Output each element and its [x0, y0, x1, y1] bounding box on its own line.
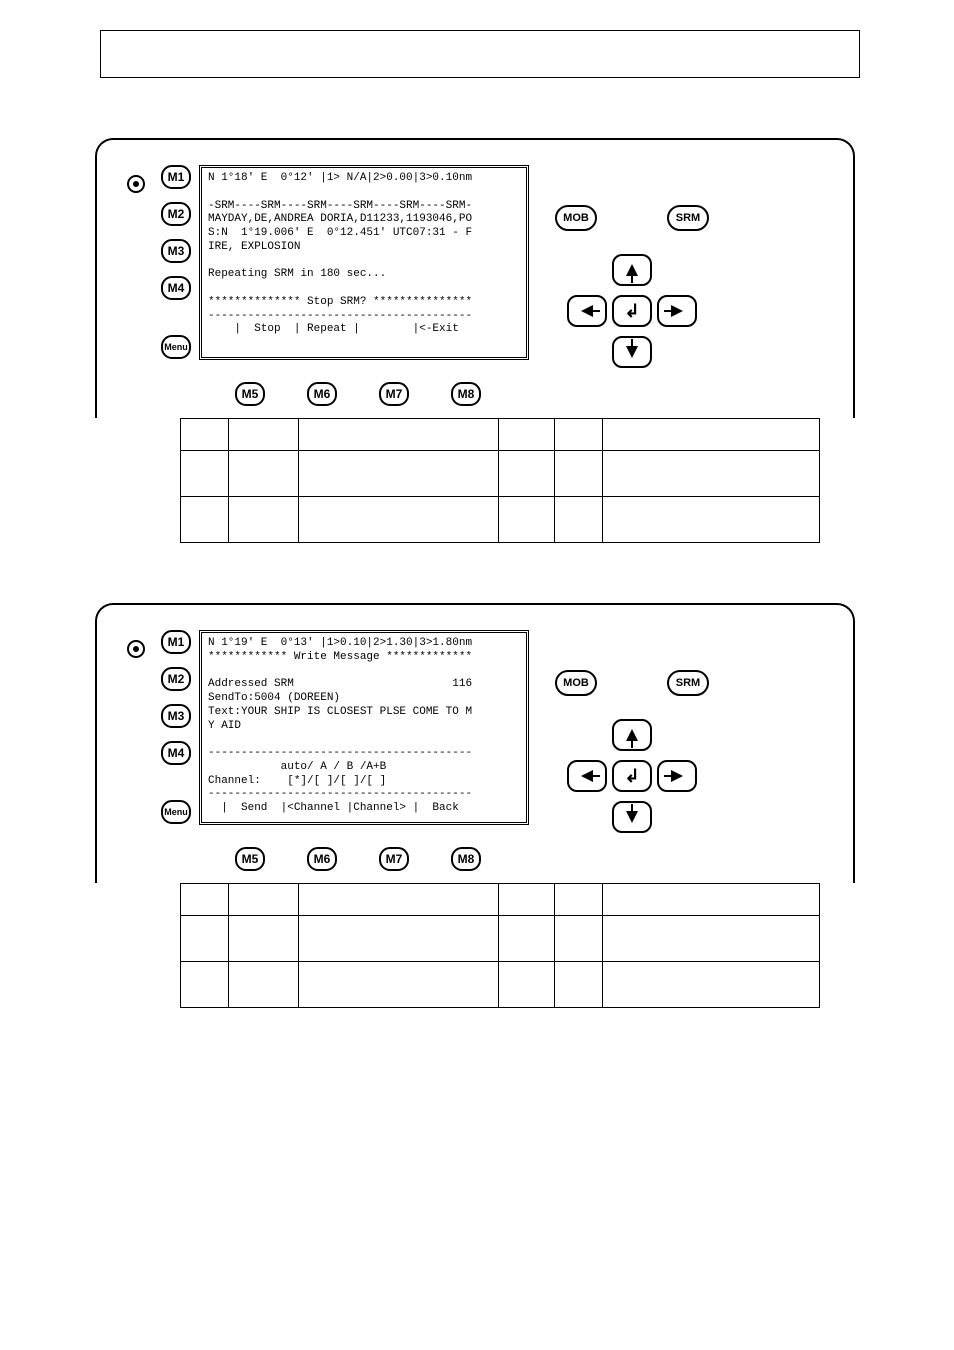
table-row — [181, 497, 820, 543]
arrow-left-icon — [581, 305, 593, 317]
m5-button[interactable]: M5 — [235, 382, 265, 406]
arrow-down-icon — [626, 811, 638, 823]
device-panel-2: M1 M2 M3 M4 Menu N 1°19' E 0°13' |1>0.10… — [95, 603, 855, 883]
nav-right-button[interactable] — [657, 760, 697, 792]
panel-block-2: M1 M2 M3 M4 Menu N 1°19' E 0°13' |1>0.10… — [50, 603, 904, 1008]
m1-button[interactable]: M1 — [161, 165, 191, 189]
nav-pad: ↲ — [566, 251, 698, 371]
m5-button[interactable]: M5 — [235, 847, 265, 871]
arrow-up-icon — [626, 264, 638, 276]
mob-button[interactable]: MOB — [555, 670, 597, 696]
mob-button[interactable]: MOB — [555, 205, 597, 231]
m2-button[interactable]: M2 — [161, 202, 191, 226]
lcd-screen-1: N 1°18' E 0°12' |1> N/A|2>0.00|3>0.10nm … — [199, 165, 529, 360]
arrow-right-icon — [671, 770, 683, 782]
bottom-button-row: M5 M6 M7 M8 — [235, 382, 529, 406]
info-table-1 — [180, 418, 820, 543]
nav-left-button[interactable] — [567, 295, 607, 327]
m7-button[interactable]: M7 — [379, 382, 409, 406]
nav-pad: ↲ — [566, 716, 698, 836]
title-box — [100, 30, 860, 78]
info-table-2 — [180, 883, 820, 1008]
arrow-left-icon — [581, 770, 593, 782]
nav-enter-button[interactable]: ↲ — [612, 295, 652, 327]
lcd-screen-2: N 1°19' E 0°13' |1>0.10|2>1.30|3>1.80nm … — [199, 630, 529, 825]
m4-button[interactable]: M4 — [161, 741, 191, 765]
table-row — [181, 962, 820, 1008]
m4-button[interactable]: M4 — [161, 276, 191, 300]
arrow-up-icon — [626, 729, 638, 741]
device-panel-1: M1 M2 M3 M4 Menu N 1°18' E 0°12' |1> N/A… — [95, 138, 855, 418]
left-button-column: M1 M2 M3 M4 Menu — [161, 630, 191, 824]
m6-button[interactable]: M6 — [307, 847, 337, 871]
right-column: MOB SRM ↲ — [555, 165, 709, 371]
panel-block-1: M1 M2 M3 M4 Menu N 1°18' E 0°12' |1> N/A… — [50, 138, 904, 543]
center-column: N 1°19' E 0°13' |1>0.10|2>1.30|3>1.80nm … — [199, 630, 529, 871]
nav-down-button[interactable] — [612, 801, 652, 833]
power-led-icon — [127, 640, 145, 658]
table-row — [181, 916, 820, 962]
m8-button[interactable]: M8 — [451, 847, 481, 871]
top-right-buttons: MOB SRM — [555, 670, 709, 696]
nav-up-button[interactable] — [612, 254, 652, 286]
m1-button[interactable]: M1 — [161, 630, 191, 654]
arrow-down-icon — [626, 346, 638, 358]
table-header-row — [181, 884, 820, 916]
bottom-button-row: M5 M6 M7 M8 — [235, 847, 529, 871]
menu-button[interactable]: Menu — [161, 335, 191, 359]
menu-button[interactable]: Menu — [161, 800, 191, 824]
right-column: MOB SRM ↲ — [555, 630, 709, 836]
m3-button[interactable]: M3 — [161, 704, 191, 728]
nav-enter-button[interactable]: ↲ — [612, 760, 652, 792]
enter-icon: ↲ — [624, 767, 639, 785]
table-row — [181, 451, 820, 497]
table-header-row — [181, 419, 820, 451]
enter-icon: ↲ — [624, 302, 639, 320]
left-button-column: M1 M2 M3 M4 Menu — [161, 165, 191, 359]
nav-left-button[interactable] — [567, 760, 607, 792]
nav-down-button[interactable] — [612, 336, 652, 368]
srm-button[interactable]: SRM — [667, 205, 709, 231]
nav-right-button[interactable] — [657, 295, 697, 327]
m2-button[interactable]: M2 — [161, 667, 191, 691]
nav-up-button[interactable] — [612, 719, 652, 751]
arrow-right-icon — [671, 305, 683, 317]
power-led-icon — [127, 175, 145, 193]
m7-button[interactable]: M7 — [379, 847, 409, 871]
m8-button[interactable]: M8 — [451, 382, 481, 406]
srm-button[interactable]: SRM — [667, 670, 709, 696]
m3-button[interactable]: M3 — [161, 239, 191, 263]
top-right-buttons: MOB SRM — [555, 205, 709, 231]
m6-button[interactable]: M6 — [307, 382, 337, 406]
center-column: N 1°18' E 0°12' |1> N/A|2>0.00|3>0.10nm … — [199, 165, 529, 406]
